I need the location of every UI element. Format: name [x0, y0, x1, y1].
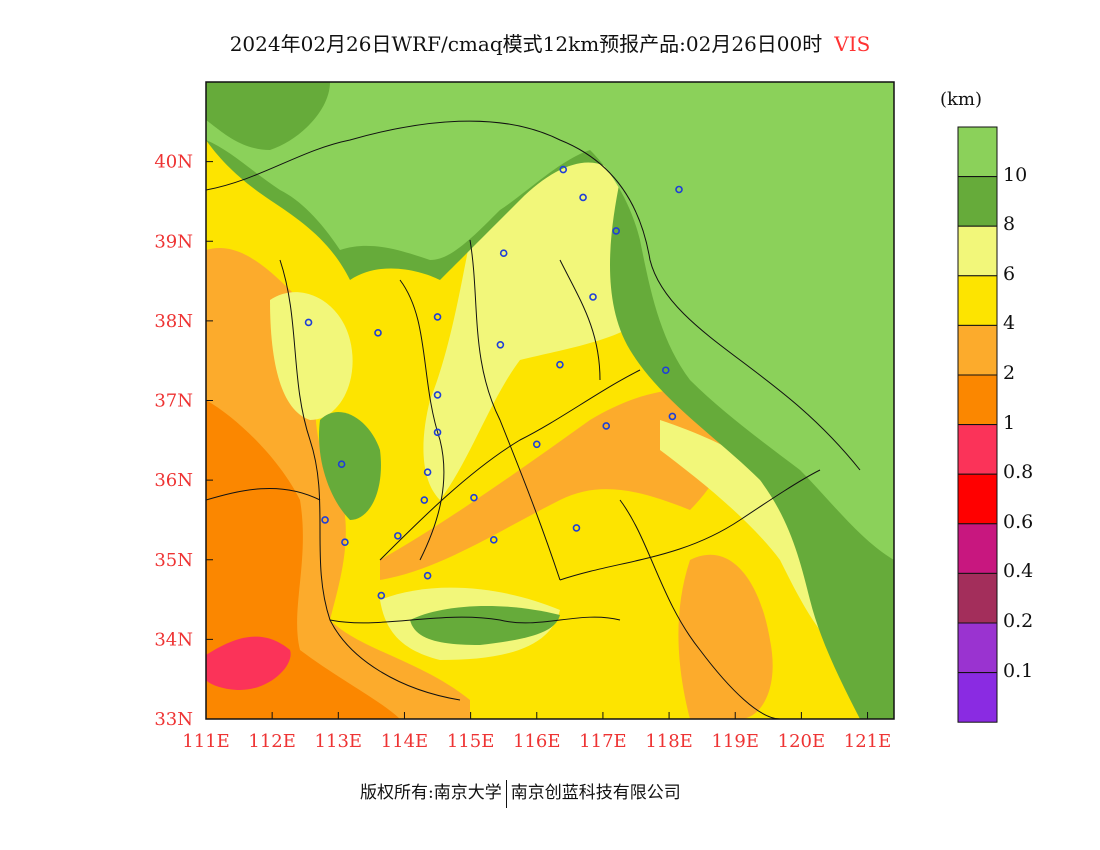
- longitude-label: 119E: [711, 731, 759, 752]
- legend-swatch: [957, 672, 998, 723]
- field-2-4km-southeast: [678, 554, 773, 719]
- station-marker: [470, 493, 478, 502]
- station-marker: [496, 340, 505, 349]
- boundary-lines: [206, 120, 861, 719]
- legend-label: 2: [1003, 362, 1016, 384]
- legend-label: 0.6: [1003, 510, 1034, 533]
- station-marker: [433, 391, 442, 399]
- legend-swatch: [957, 523, 998, 574]
- longitude-label: 120E: [778, 731, 826, 752]
- longitude-labels: 111E 112E 113E 114E 115E 116E 117E 118E 119E 120E…: [182, 731, 891, 752]
- legend-label: 10: [1003, 163, 1028, 186]
- station-marker: [433, 428, 442, 437]
- legend-swatch: [957, 473, 998, 525]
- chart-title: 2024年02月26日WRF/cmaq模式12km预报产品:02月26日00时 V…: [0, 28, 1100, 57]
- legend-swatch: [957, 225, 998, 277]
- field-8-10km-taihang: [319, 411, 381, 520]
- title-variable: VIS: [834, 32, 871, 56]
- legend-swatch: [957, 572, 998, 624]
- latitude-label: 35N: [154, 550, 193, 571]
- station-marker: [304, 318, 313, 327]
- station-marker: [321, 516, 329, 524]
- station-marker: [675, 185, 683, 194]
- legend-swatch: [957, 324, 998, 376]
- legend-label: 0.2: [1003, 610, 1034, 632]
- longitude-label: 114E: [381, 731, 429, 752]
- field-0.8-1km: [206, 636, 291, 690]
- field-gt-10km: [206, 82, 894, 560]
- station-marker: [337, 460, 346, 469]
- legend-swatch: [957, 622, 998, 674]
- station-marker: [377, 591, 386, 600]
- station-marker: [341, 538, 349, 547]
- map-field: [206, 82, 894, 719]
- title-main: 2024年02月26日WRF/cmaq模式12km预报产品:02月26日00时: [229, 32, 823, 56]
- footer-separator: [505, 779, 507, 808]
- latitude-label: 39N: [154, 231, 193, 252]
- longitude-label: 117E: [579, 731, 627, 752]
- station-marker: [602, 422, 611, 430]
- station-marker: [589, 293, 597, 301]
- station-marker: [423, 571, 432, 580]
- latitude-label: 36N: [154, 470, 193, 491]
- station-marker: [572, 524, 581, 532]
- station-marker: [612, 227, 620, 235]
- station-marker: [559, 165, 568, 174]
- legend-swatch: [957, 424, 998, 475]
- field-8-10km-south: [410, 605, 560, 645]
- legend-label: 4: [1003, 312, 1016, 335]
- longitude-label: 118E: [645, 731, 693, 752]
- footer-left: 版权所有:南京大学: [360, 783, 502, 803]
- latitude-labels: 40N 39N 38N 37N 36N 35N 34N 33N: [154, 152, 193, 730]
- legend-unit: (km): [940, 89, 983, 110]
- latitude-label: 37N: [154, 391, 193, 412]
- legend-colorbar: [957, 126, 998, 723]
- legend-label: 6: [1003, 262, 1016, 285]
- station-markers: [304, 165, 683, 600]
- station-marker: [499, 249, 508, 257]
- station-marker: [579, 193, 587, 202]
- latitude-label: 34N: [154, 629, 193, 650]
- field-2-4km-band: [380, 389, 733, 580]
- longitude-label: 113E: [315, 731, 363, 752]
- station-marker: [420, 496, 429, 504]
- longitude-label: 111E: [182, 731, 230, 752]
- legend-label: 0.4: [1003, 560, 1034, 583]
- legend-label: 0.8: [1003, 461, 1034, 484]
- station-marker: [661, 366, 670, 375]
- longitude-label: 112E: [248, 731, 296, 752]
- longitude-label: 115E: [447, 731, 495, 752]
- axis-ticks: [205, 161, 869, 720]
- station-marker: [394, 532, 402, 540]
- latitude-label: 33N: [154, 709, 193, 730]
- field-6-8km-east: [660, 420, 856, 660]
- station-marker: [668, 412, 677, 421]
- station-marker: [532, 440, 541, 449]
- longitude-label: 121E: [844, 731, 892, 752]
- legend-label: 0.1: [1003, 659, 1034, 682]
- legend-swatch: [957, 374, 998, 426]
- longitude-label: 116E: [513, 731, 561, 752]
- station-marker: [374, 329, 382, 337]
- latitude-label: 38N: [154, 311, 193, 332]
- footer-copyright: 版权所有:南京大学 南京创蓝科技有限公司: [360, 778, 681, 808]
- legend-swatch: [957, 126, 998, 178]
- field-8-10km-northwest: [206, 82, 330, 150]
- field-6-8km-west: [270, 292, 353, 420]
- legend-label: 1: [1003, 411, 1016, 434]
- station-marker: [556, 360, 564, 369]
- legend-label: 8: [1003, 213, 1016, 236]
- legend-swatch: [957, 275, 998, 326]
- footer-right: 南京创蓝科技有限公司: [510, 783, 681, 803]
- legend-swatch: [957, 176, 998, 227]
- latitude-label: 40N: [154, 152, 193, 173]
- station-marker: [433, 313, 442, 321]
- station-marker: [489, 536, 498, 544]
- station-marker: [423, 468, 432, 476]
